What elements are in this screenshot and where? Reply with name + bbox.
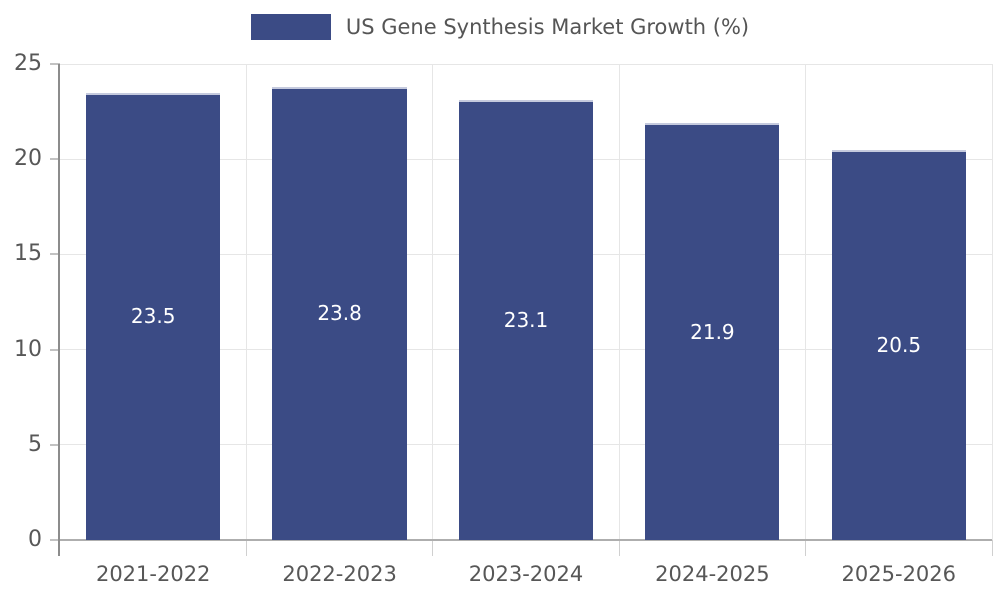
legend-label: US Gene Synthesis Market Growth (%)	[345, 15, 750, 39]
y-tick-mark	[50, 443, 60, 446]
h-gridline	[60, 63, 992, 65]
y-axis-line	[58, 64, 60, 556]
x-tick-label: 2022-2023	[282, 562, 397, 586]
bar-value-label: 23.1	[503, 308, 549, 333]
bar	[831, 149, 966, 540]
v-gridline	[805, 64, 807, 540]
x-tick-mark	[805, 540, 807, 556]
y-tick-label: 25	[14, 51, 42, 76]
y-tick-label: 15	[14, 241, 42, 267]
y-tick-mark	[50, 348, 60, 351]
x-tick-mark	[618, 540, 620, 556]
bar	[645, 123, 780, 540]
bar-value-label: 23.5	[130, 304, 176, 329]
y-tick-label: 20	[14, 146, 42, 172]
v-gridline	[618, 64, 620, 540]
v-gridline	[245, 64, 247, 540]
v-gridline	[991, 64, 993, 540]
y-tick-mark	[50, 253, 60, 256]
x-tick-mark	[991, 540, 993, 556]
bar-value-label: 20.5	[876, 332, 922, 357]
y-tick-mark	[50, 539, 60, 541]
x-tick-label: 2021-2022	[95, 562, 211, 586]
v-gridline	[432, 64, 434, 540]
x-axis-baseline	[60, 539, 992, 541]
x-tick-mark	[245, 540, 247, 556]
bar	[458, 100, 594, 540]
legend-swatch	[250, 14, 331, 40]
legend: US Gene Synthesis Market Growth (%)	[0, 14, 1000, 40]
bar	[86, 92, 221, 540]
x-tick-label: 2024-2025	[655, 562, 770, 586]
bar-value-label: 21.9	[690, 319, 735, 344]
y-tick-label: 5	[28, 431, 42, 457]
y-tick-mark	[50, 158, 60, 161]
bar	[272, 86, 407, 540]
x-tick-mark	[432, 540, 434, 556]
y-tick-label: 0	[28, 527, 42, 552]
y-tick-mark	[50, 63, 60, 65]
bar-value-label: 23.8	[317, 301, 362, 326]
x-tick-label: 2025-2026	[841, 562, 957, 586]
x-tick-label: 2023-2024	[468, 562, 584, 586]
y-tick-label: 10	[14, 336, 42, 362]
